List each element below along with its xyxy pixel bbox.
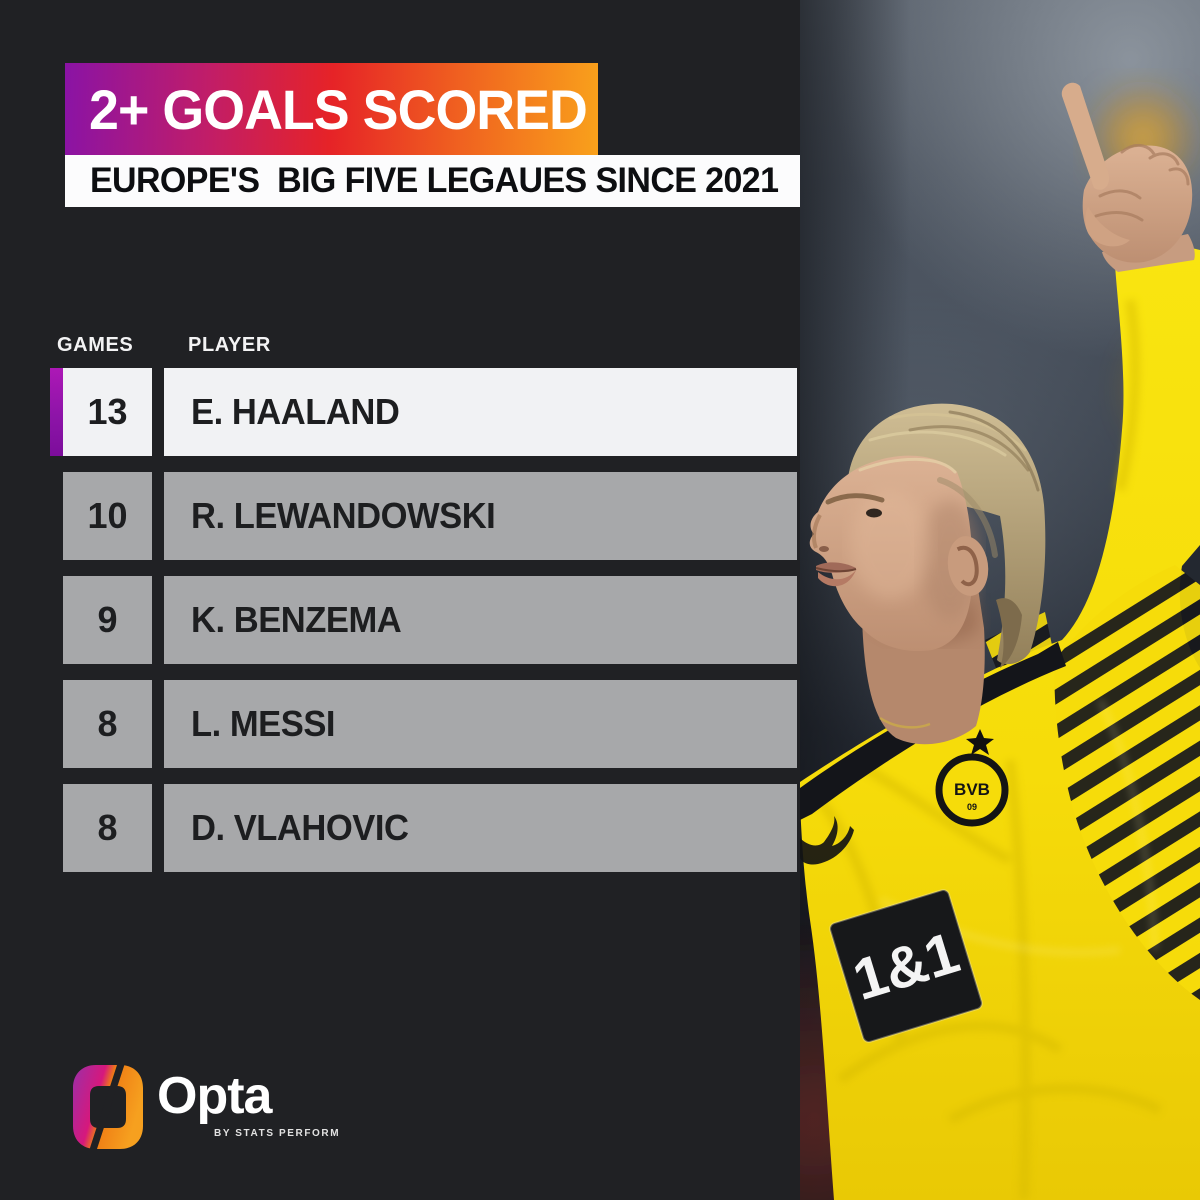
player-cell: R. LEWANDOWSKI xyxy=(164,472,797,560)
games-cell: 13 xyxy=(63,368,152,456)
opta-logo-icon xyxy=(73,1064,143,1150)
column-header-games: GAMES xyxy=(57,334,134,356)
subtitle-bar: EUROPE'S BIG FIVE LEGAUES SINCE 2021 xyxy=(65,155,815,207)
player-cell: E. HAALAND xyxy=(164,368,797,456)
table-row: 9 K. BENZEMA xyxy=(0,576,800,664)
highlight-accent-bar xyxy=(50,368,63,456)
club-badge: BVB 09 xyxy=(935,729,1009,827)
column-header-player: PLAYER xyxy=(188,334,271,356)
player-cell: K. BENZEMA xyxy=(164,576,797,664)
table-row: 8 L. MESSI xyxy=(0,680,800,768)
brand-tagline: BY STATS PERFORM xyxy=(214,1128,341,1139)
puma-logo-icon xyxy=(800,816,854,865)
games-cell: 8 xyxy=(63,680,152,768)
raised-hand xyxy=(1061,82,1195,272)
table-row: 10 R. LEWANDOWSKI xyxy=(0,472,800,560)
player-cell: D. VLAHOVIC xyxy=(164,784,797,872)
games-cell: 9 xyxy=(63,576,152,664)
table-row: 8 D. VLAHOVIC xyxy=(0,784,800,872)
title-banner: 2+ GOALS SCORED xyxy=(65,63,598,155)
player-cell: L. MESSI xyxy=(164,680,797,768)
badge-text: BVB xyxy=(954,780,990,799)
badge-number: 09 xyxy=(967,802,977,812)
brand-name: Opta xyxy=(157,1067,272,1125)
games-cell: 8 xyxy=(63,784,152,872)
page-subtitle: EUROPE'S BIG FIVE LEGAUES SINCE 2021 xyxy=(90,161,779,200)
page-title: 2+ GOALS SCORED xyxy=(89,77,588,141)
stats-table: 13 E. HAALAND 10 R. LEWANDOWSKI 9 K. BEN… xyxy=(0,368,800,888)
table-row: 13 E. HAALAND xyxy=(0,368,800,456)
sponsor-patch: 1&1 xyxy=(829,889,983,1043)
games-cell: 10 xyxy=(63,472,152,560)
player-photo: BVB 09 1&1 xyxy=(800,0,1200,1200)
